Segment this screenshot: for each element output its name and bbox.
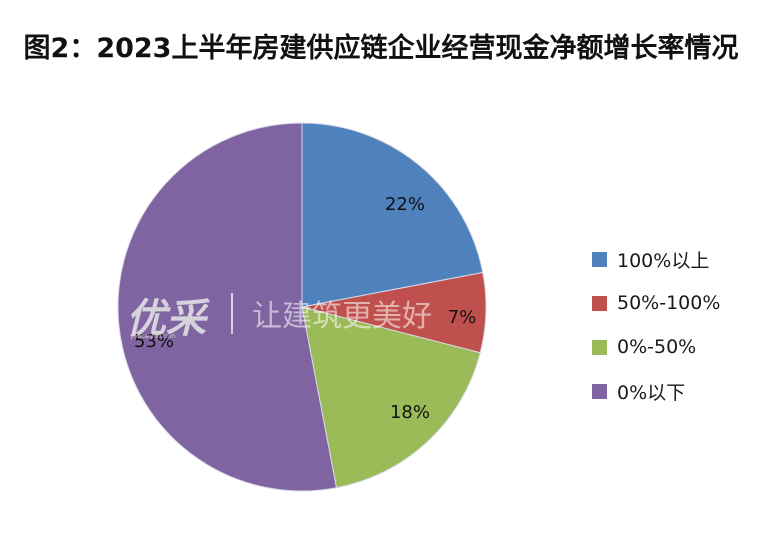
chart-title: 图2：2023上半年房建供应链企业经营现金净额增长率情况 [23, 33, 739, 64]
data-label-2: 7% [448, 307, 477, 328]
legend-label: 0%-50% [617, 336, 697, 358]
pie-slice-1 [301, 122, 484, 308]
legend-swatch-icon [592, 339, 607, 355]
watermark-slogan: 让建筑更美好 [252, 299, 432, 334]
legend-label: 0%以下 [617, 381, 686, 404]
legend-swatch-icon [592, 383, 607, 399]
watermark-logo: 优采 [126, 296, 211, 342]
legend-swatch-icon [592, 295, 607, 311]
data-label-1: 22% [385, 194, 425, 215]
legend-item-4: 0%以下 [592, 380, 720, 404]
legend-swatch-icon [592, 251, 607, 267]
legend-label: 50%-100% [617, 292, 721, 314]
data-label-4: 53% [134, 331, 174, 352]
legend-label: 100%以上 [617, 249, 710, 272]
pie-slice-3 [301, 306, 481, 489]
legend-item-2: 50%-100% [592, 292, 720, 314]
legend: 100%以上 50%-100% 0%-50% 0%以下 [592, 248, 720, 424]
pie-slices [117, 122, 487, 492]
pie-data-labels: 22% 7% 18% 53% [134, 194, 476, 423]
watermark-url: youcaiyun.com [130, 333, 176, 340]
pie-slice-4 [117, 122, 338, 492]
data-label-3: 18% [390, 402, 430, 423]
watermark: 优采 youcaiyun.com 让建筑更美好 [126, 293, 432, 342]
legend-item-3: 0%-50% [592, 336, 720, 358]
legend-item-1: 100%以上 [592, 248, 720, 272]
